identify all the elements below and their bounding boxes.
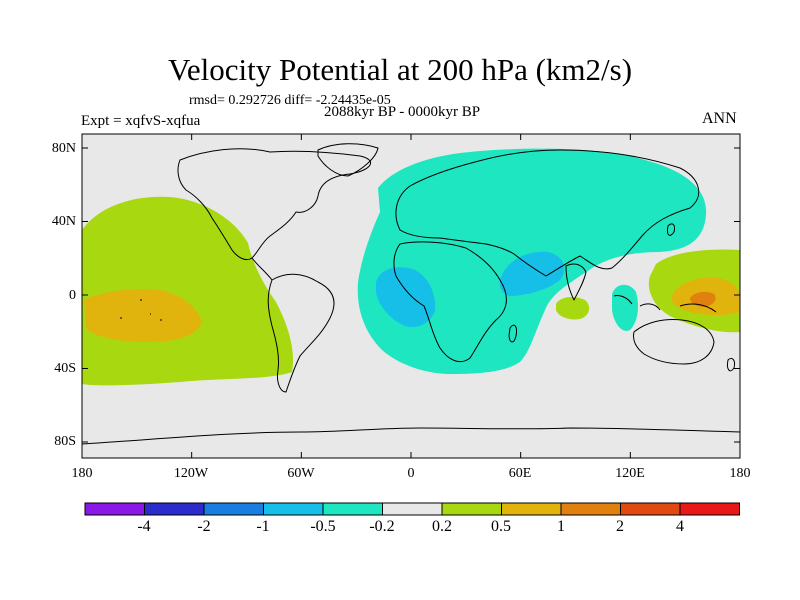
colorbar xyxy=(84,502,740,516)
pacific-positive-core xyxy=(84,289,202,342)
colorbar-swatch xyxy=(620,502,681,516)
colorbar-label: -2 xyxy=(197,518,211,535)
colorbar-label: 2 xyxy=(616,518,624,535)
lat-label-80n: 80N xyxy=(51,141,76,156)
coastlines xyxy=(82,143,740,445)
colorbar-swatch xyxy=(84,502,145,516)
lat-label-80s: 80S xyxy=(54,434,76,449)
indian-ocean-positive-blob xyxy=(556,296,590,320)
colorbar-label: -0.5 xyxy=(310,518,336,535)
colorbar-swatch xyxy=(382,502,443,516)
time-period-label: 2088kyr BP - 0000kyr BP xyxy=(324,104,481,120)
experiment-label: Expt = xqfvS-xqfua xyxy=(81,113,201,129)
lat-label-40s: 40S xyxy=(54,361,76,376)
colorbar-label: 4 xyxy=(676,518,684,535)
arabia-negative-core xyxy=(499,251,565,296)
axis-ticks xyxy=(81,134,741,458)
lon-label-120e: 120E xyxy=(615,466,645,481)
contour-fields xyxy=(82,143,740,445)
lon-label-120w: 120W xyxy=(173,466,209,481)
lat-label-eq: 0 xyxy=(69,288,76,303)
colorbar-label: -4 xyxy=(137,518,151,535)
lat-label-40n: 40N xyxy=(51,214,76,229)
africa-negative-core xyxy=(376,267,436,328)
colorbar-swatch xyxy=(679,502,740,516)
colorbar-label: -1 xyxy=(256,518,270,535)
colorbar-swatch xyxy=(203,502,264,516)
plot-title: Velocity Potential at 200 hPa (km2/s) xyxy=(167,52,633,87)
colorbar-label: 0.5 xyxy=(491,518,511,535)
rmsd-diff-stats: rmsd= 0.292726 diff= -2.24435e-05 xyxy=(189,93,391,108)
colorbar-swatch xyxy=(441,502,502,516)
colorbar-label: 0.2 xyxy=(432,518,452,535)
lon-label-60e: 60E xyxy=(508,466,532,481)
colorbar-swatch xyxy=(501,502,562,516)
season-label: ANN xyxy=(702,110,737,127)
lon-label-60w: 60W xyxy=(287,466,315,481)
indonesia-negative-region xyxy=(612,284,638,331)
colorbar-swatch xyxy=(144,502,205,516)
colorbar-label: 1 xyxy=(557,518,565,535)
colorbar-swatch xyxy=(322,502,383,516)
lon-label-0: 0 xyxy=(407,466,415,481)
colorbar-swatch xyxy=(560,502,621,516)
lon-label-180w: 180 xyxy=(71,466,93,481)
colorbar-swatch xyxy=(263,502,324,516)
lon-label-180e: 180 xyxy=(729,466,751,481)
west-pacific-strong-core xyxy=(690,291,716,307)
colorbar-label: -0.2 xyxy=(369,518,395,535)
